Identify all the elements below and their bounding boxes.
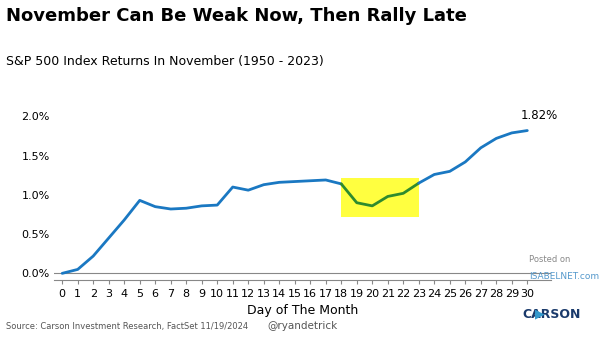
Text: S&P 500 Index Returns In November (1950 - 2023): S&P 500 Index Returns In November (1950 … <box>6 55 324 68</box>
Bar <box>341 178 419 217</box>
Text: 1.82%: 1.82% <box>521 109 558 122</box>
Text: Source: Carson Investment Research, FactSet 11/19/2024: Source: Carson Investment Research, Fact… <box>6 322 248 331</box>
X-axis label: Day of The Month: Day of The Month <box>247 304 358 317</box>
Text: ▶: ▶ <box>535 308 545 321</box>
Text: ISABELNET.com: ISABELNET.com <box>529 272 600 281</box>
Text: Posted on: Posted on <box>529 255 571 264</box>
Text: CARSON: CARSON <box>523 308 581 321</box>
Text: November Can Be Weak Now, Then Rally Late: November Can Be Weak Now, Then Rally Lat… <box>6 7 467 25</box>
Text: @ryandetrick: @ryandetrick <box>267 321 338 331</box>
